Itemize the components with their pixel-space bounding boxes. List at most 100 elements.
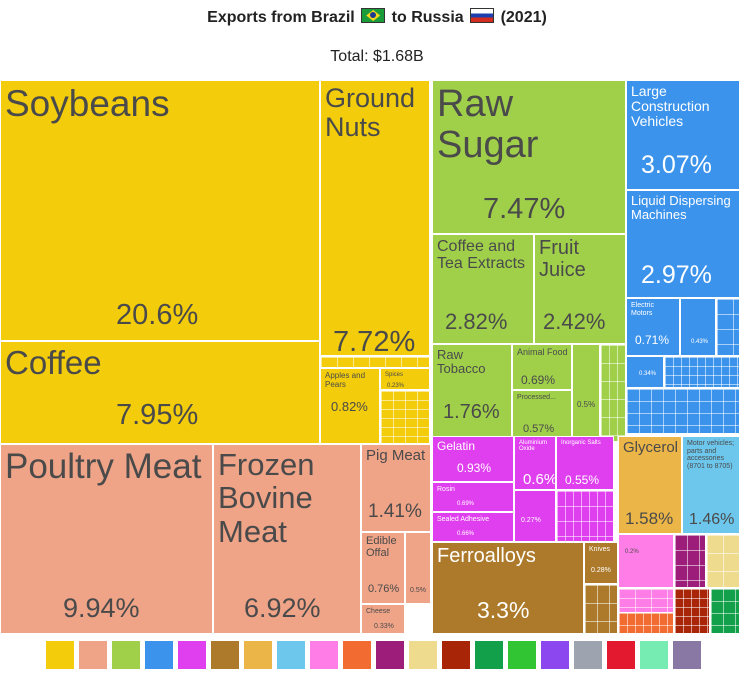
treemap-tile[interactable]: 0.5% [405,532,431,604]
treemap-tile-sealed-adhesive[interactable]: Sealed Adhesive 0.66% [432,512,514,542]
treemap-tile-poultry-meat[interactable]: Poultry Meat 9.94% [0,444,213,634]
treemap-tile-rosin[interactable]: Rosin 0.69% [432,482,514,512]
tile-value: 1.46% [689,511,735,528]
treemap-tile-gelatin[interactable]: Gelatin 0.93% [432,436,514,482]
tile-value: 0.33% [374,623,394,630]
treemap-tile-coffee[interactable]: Coffee 7.95% [0,341,320,444]
tile-value: 0.6% [523,471,556,488]
treemap-tile-spices[interactable]: Spices 0.23% [380,368,430,390]
legend-swatch[interactable] [673,641,701,669]
treemap-tile-raw-sugar[interactable]: Raw Sugar 7.47% [432,80,626,234]
treemap-tile-frozen-bovine-meat[interactable]: Frozen Bovine Meat 6.92% [213,444,361,634]
legend-swatch[interactable] [145,641,173,669]
legend-swatch[interactable] [112,641,140,669]
legend-swatch[interactable] [409,641,437,669]
treemap-tile-motor-vehicles-parts-and-accessories-8701-to-8705[interactable]: Motor vehicles; parts and accessories (8… [682,436,740,534]
treemap-tile-ground-nuts[interactable]: Ground Nuts 7.72% [320,80,430,356]
legend-swatch[interactable] [376,641,404,669]
treemap-tile-coffee-and-tea-extracts[interactable]: Coffee and Tea Extracts 2.82% [432,234,534,344]
legend-swatch[interactable] [244,641,272,669]
treemap-tile-liquid-dispersing-machines[interactable]: Liquid Dispersing Machines 2.97% [626,190,740,298]
tile-value: 7.47% [483,193,566,225]
tile-label: Raw Tobacco [437,347,486,377]
legend-swatch[interactable] [343,641,371,669]
tile-label: Processed... [517,394,556,401]
tile-label: Cheese [366,608,391,615]
treemap-tile[interactable]: 0.2% [618,534,674,588]
tile-value: 2.42% [543,309,606,334]
tile-value: 0.71% [635,333,670,347]
title-text: Exports from Brazil [207,9,355,26]
treemap-minor-tile [674,588,710,634]
treemap-tile-pig-meat[interactable]: Pig Meat 1.41% [361,444,431,532]
tile-value: 7.72% [333,326,416,356]
tile-value: 0.66% [457,531,475,537]
tile-value: 0.82% [331,399,368,414]
tile-value: 0.5% [410,587,426,594]
tile-label: Electric Motors [631,302,654,317]
tile-label: Glycerol [623,439,679,456]
tile-value: 0.34% [639,371,657,377]
treemap-tile-processed[interactable]: Processed... 0.57% [512,390,572,442]
treemap-tile-cheese[interactable]: Cheese 0.33% [361,604,405,634]
legend-swatch[interactable] [178,641,206,669]
legend-swatch[interactable] [442,641,470,669]
treemap-tile-soybeans[interactable]: Soybeans 20.6% [0,80,320,341]
legend-swatch[interactable] [46,641,74,669]
treemap-minor-tile [584,584,618,634]
tile-value: 0.2% [625,549,639,555]
legend-swatch[interactable] [541,641,569,669]
brazil-flag-icon [361,8,386,23]
tile-label: Animal Food [517,347,568,357]
legend-swatch[interactable] [574,641,602,669]
legend-swatch[interactable] [475,641,503,669]
tile-value: 0.43% [691,339,709,345]
treemap-minor-tile [706,534,740,588]
legend-swatch[interactable] [640,641,668,669]
treemap-tile-fruit-juice[interactable]: Fruit Juice 2.42% [534,234,626,344]
legend-swatch[interactable] [79,641,107,669]
treemap-minor-tile [380,390,430,444]
tile-value: 1.76% [443,401,500,423]
treemap: Soybeans 20.6% Coffee 7.95% Ground Nuts 7.72%… [0,80,740,634]
treemap-minor-tile [674,534,706,588]
treemap-tile-raw-tobacco[interactable]: Raw Tobacco 1.76% [432,344,512,442]
legend-swatch[interactable] [310,641,338,669]
tile-label: Knives [589,546,611,553]
tile-label: Gelatin [437,439,476,453]
treemap-tile-apples-and-pears[interactable]: Apples and Pears 0.82% [320,368,380,444]
treemap-tile-inorganic-salts[interactable]: Inorganic Salts 0.55% [556,436,614,490]
treemap-tile[interactable]: 0.5% [572,344,600,442]
treemap-tile-glycerol[interactable]: Glycerol 1.58% [618,436,682,534]
tile-label: Rosin [437,486,455,493]
treemap-tile-aluminium-oxide[interactable]: Aluminium Oxide 0.6% [514,436,556,490]
treemap-tile[interactable]: 0.43% [680,298,716,356]
treemap-tile-electric-motors[interactable]: Electric Motors 0.71% [626,298,680,356]
treemap-minor-tile [618,612,674,634]
tile-label: Frozen Bovine Meat [218,447,315,549]
tile-label: Inorganic Salts [561,440,601,446]
treemap-minor-tile [716,298,740,356]
tile-label: Pig Meat [366,447,426,464]
legend [46,641,706,671]
legend-swatch[interactable] [211,641,239,669]
treemap-tile[interactable]: 0.27% [514,490,556,542]
treemap-tile-edible-offal[interactable]: Edible Offal 0.76% [361,532,405,604]
legend-swatch[interactable] [607,641,635,669]
legend-swatch[interactable] [277,641,305,669]
treemap-minor-tile [320,356,430,368]
tile-value: 7.95% [116,399,199,431]
tile-label: Aluminium Oxide [519,440,548,453]
treemap-tile-knives[interactable]: Knives 0.28% [584,542,618,584]
tile-value: 1.58% [625,509,674,528]
treemap-tile-animal-food[interactable]: Animal Food 0.69% [512,344,572,390]
treemap-tile-ferroalloys[interactable]: Ferroalloys 3.3% [432,542,584,634]
treemap-tile[interactable]: 0.34% [626,356,664,388]
chart-subtitle: Total: $1.68B [330,48,424,65]
treemap-tile-large-construction-vehicles[interactable]: Large Construction Vehicles 3.07% [626,80,740,190]
tile-value: 0.23% [387,383,405,389]
treemap-minor-tile [710,588,740,634]
legend-swatch[interactable] [508,641,536,669]
tile-value: 6.92% [244,593,321,623]
tile-label: Sealed Adhesive [437,516,490,523]
